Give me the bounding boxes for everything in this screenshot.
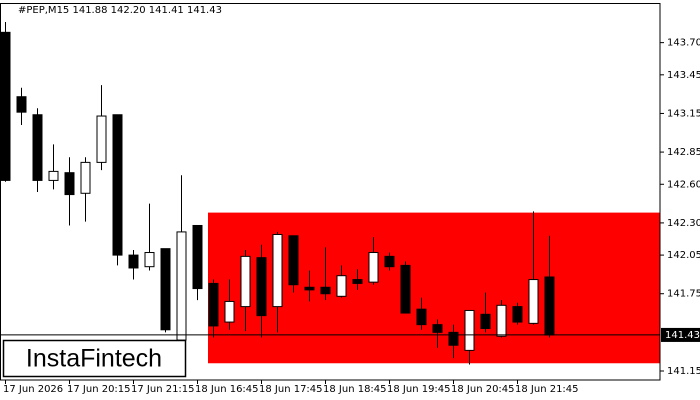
current-price-tag [661,327,700,342]
y-tick-label: 142.60 [667,179,700,190]
x-tick-label: 18 Jun 21:45 [515,384,579,395]
candle-body [400,264,411,314]
candle-body [304,286,315,291]
candle-body [496,304,507,337]
candle-body [112,114,123,256]
candle-body [464,309,475,351]
candle-body [544,276,555,336]
x-tick-label: 17 Jun 2026 [3,384,63,395]
candle-body [128,254,139,269]
candle-body [96,115,107,163]
x-tick-label: 18 Jun 16:45 [195,384,259,395]
candle-body [384,255,395,268]
current-price-label: 141.43 [665,330,700,341]
candle-body [432,324,443,333]
y-tick-label: 143.45 [667,70,700,81]
candle-body [240,255,251,308]
candle-body [352,279,363,284]
x-tick-label: 18 Jun 18:45 [323,384,387,395]
candle-body [528,279,539,324]
candle-body [416,308,427,326]
y-tick-label: 142.85 [667,147,700,158]
candle-body [176,231,187,341]
candle-body [224,300,235,323]
candle-body [160,248,171,331]
y-tick-label: 143.70 [667,38,700,49]
x-tick-label: 18 Jun 17:45 [259,384,323,395]
x-tick-label: 18 Jun 19:45 [387,384,451,395]
candle-body [480,313,491,329]
candle-body [208,282,219,327]
candle-body [64,172,75,196]
candle-body [512,306,523,323]
y-tick-label: 141.15 [667,366,700,377]
candle-body [256,257,267,317]
candle-body [320,286,331,295]
y-tick-label: 142.30 [667,218,700,229]
candle-body [288,235,299,286]
y-tick-label: 141.75 [667,289,700,300]
zone [208,212,660,364]
candle-body [448,331,459,346]
candle-body [16,96,27,113]
x-tick-label: 17 Jun 20:15 [67,384,131,395]
candle-body [192,224,203,290]
candle-body [272,233,283,308]
candle-body [368,252,379,283]
y-tick-label: 143.15 [667,108,700,119]
candle-body [48,170,59,181]
chart-title: #PEP,M15 141.88 142.20 141.41 141.43 [18,5,222,16]
logo-box [2,339,187,378]
y-tick-label: 142.05 [667,250,700,261]
chart-frame [0,3,661,381]
candle-body [32,114,43,181]
x-tick-label: 17 Jun 21:15 [131,384,195,395]
candle-body [80,161,91,194]
plot-area [0,22,660,365]
candle-body [144,252,155,268]
candle-body [336,275,347,297]
candle-body [0,31,11,181]
logo: InstaFintech [26,345,162,373]
x-tick-label: 18 Jun 20:45 [451,384,515,395]
